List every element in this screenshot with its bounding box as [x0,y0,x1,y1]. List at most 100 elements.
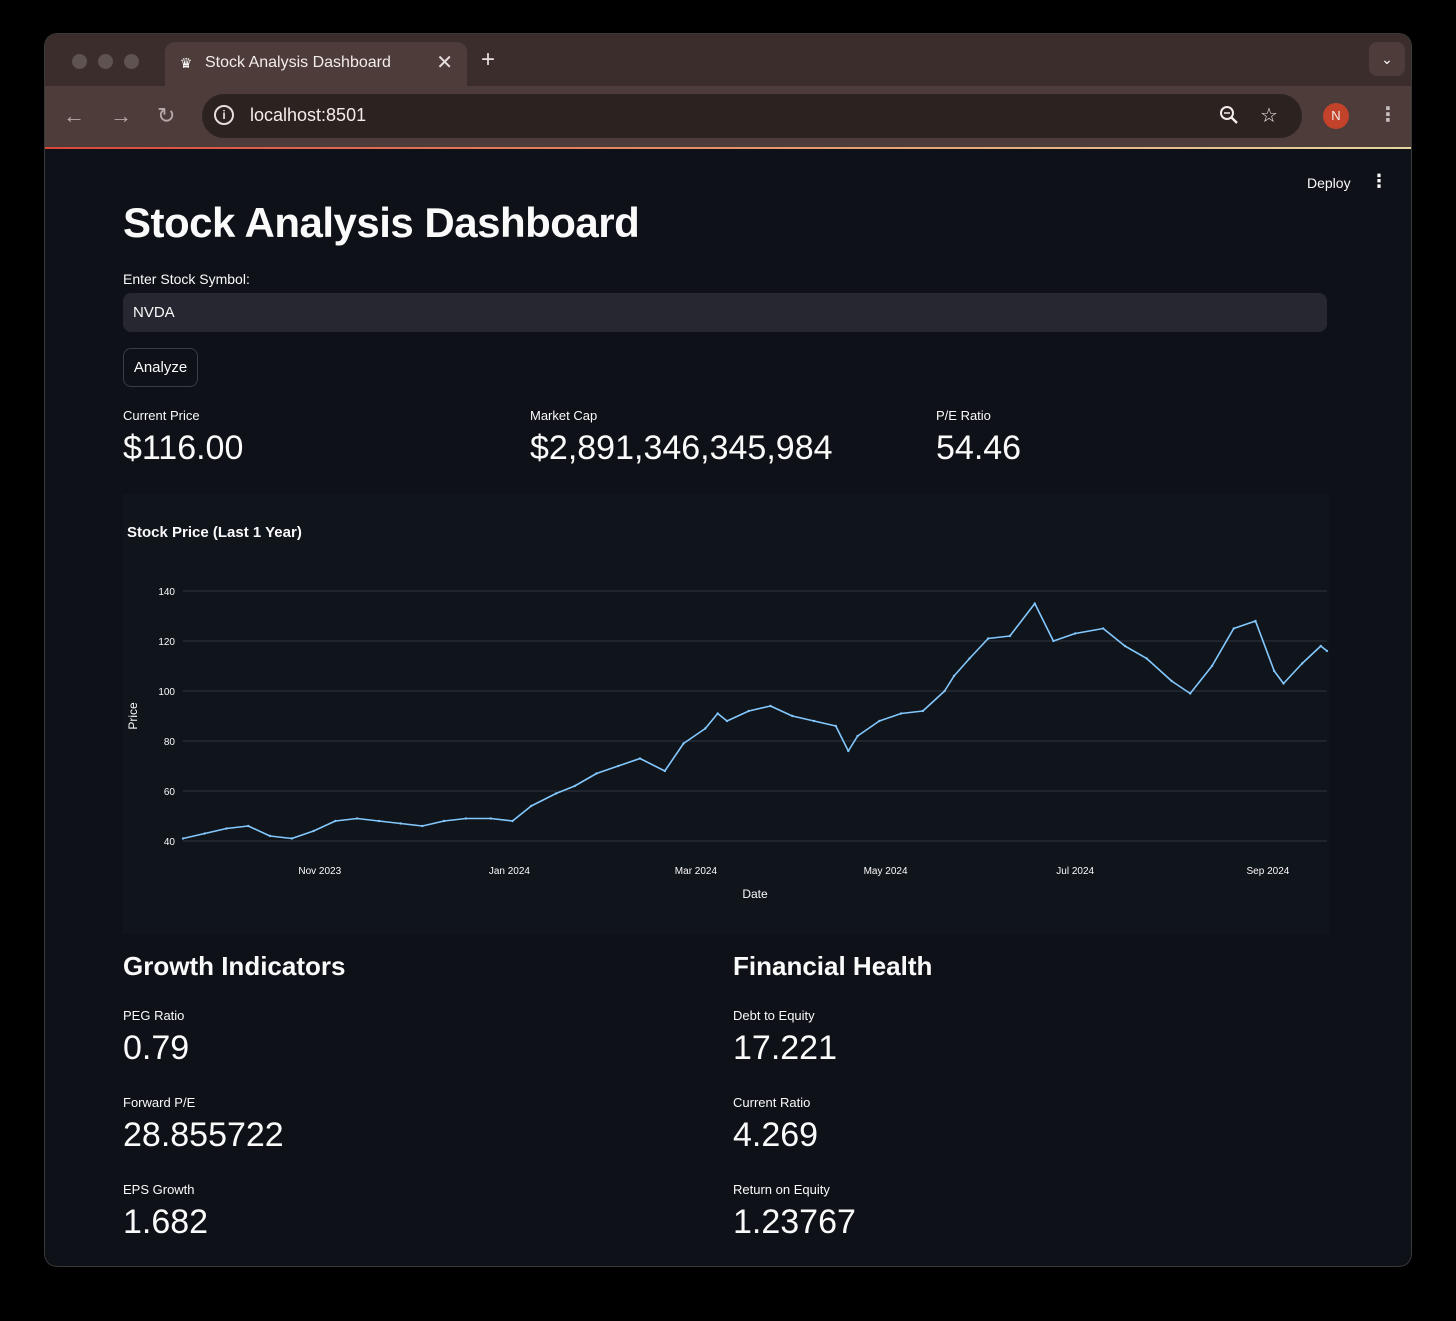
deploy-button[interactable]: Deploy [1307,175,1351,191]
price-point [529,804,533,808]
price-point [1052,639,1055,643]
new-tab-icon[interactable]: + [481,46,496,73]
price-point [899,712,903,715]
tab-close-icon[interactable]: ✕ [436,52,453,74]
current-ratio-label: Current Ratio [733,1095,811,1110]
price-point [1189,692,1192,695]
site-info-icon[interactable]: i [214,105,234,125]
minimize-window-dot[interactable] [98,54,113,69]
price-point [1033,602,1036,605]
price-point [847,749,850,753]
price-point [1300,662,1304,665]
price-point [203,832,206,835]
tab-search-icon[interactable]: ⌄ [1369,42,1405,76]
price-point [554,792,558,795]
market-cap-label: Market Cap [530,408,598,423]
price-point [334,819,337,823]
peg-ratio-label: PEG Ratio [123,1008,185,1023]
forward-pe-label: Forward P/E [123,1095,196,1110]
zoom-icon[interactable] [1218,104,1240,132]
pe-ratio-value: 54.46 [936,429,1022,467]
browser-tab[interactable]: ♛ Stock Analysis Dashboard ✕ [165,42,467,86]
current-price-value: $116.00 [123,429,244,467]
price-point [573,784,576,788]
app-menu-icon[interactable]: ⋮ [1370,171,1388,191]
current-ratio-value: 4.269 [733,1116,819,1154]
price-point [716,712,719,715]
price-point [1008,634,1012,638]
price-point [663,769,667,773]
price-point [952,674,956,678]
price-point [834,724,838,728]
eps-growth-label: EPS Growth [123,1182,195,1197]
browser-window: ♛ Stock Analysis Dashboard ✕ + ⌄ ← → ↻ i… [45,34,1411,1266]
price-point [856,734,859,738]
price-line [182,602,1328,840]
streamlit-app: Deploy ⋮ Stock Analysis Dashboard Enter … [45,149,1411,1266]
current-price-label: Current Price [123,408,200,423]
tab-title: Stock Analysis Dashboard [205,54,391,71]
x-tick-label: Nov 2023 [298,866,341,877]
x-tick-label: Mar 2024 [675,866,718,877]
price-point [943,689,946,693]
reload-icon[interactable]: ↻ [157,103,176,128]
tab-bar: ♛ Stock Analysis Dashboard ✕ + ⌄ [45,34,1411,86]
address-bar[interactable]: i localhost:8501 ☆ [202,94,1302,138]
price-point [1210,664,1214,668]
price-point [268,834,272,838]
x-tick-label: Sep 2024 [1247,866,1290,877]
growth-heading: Growth Indicators [123,951,346,981]
price-point [290,837,294,840]
price-point [1170,679,1173,683]
y-tick-label: 100 [158,687,175,698]
symbol-input-label: Enter Stock Symbol: [123,271,250,287]
price-point [355,817,359,820]
stock-price-chart[interactable]: Stock Price (Last 1 Year) 40 60 80 100 120 14… [123,494,1329,934]
browser-toolbar: ← → ↻ i localhost:8501 ☆ N ⋮ [45,86,1411,147]
price-point [1073,632,1077,635]
toolbar-accent-line [45,147,1411,149]
price-point [1319,644,1322,648]
price-point [725,719,729,723]
analyze-button[interactable]: Analyze [123,348,198,387]
price-point [986,637,990,640]
price-point [921,709,925,713]
back-arrow-icon[interactable]: ← [63,103,85,128]
streamlit-crown-icon: ♛ [179,55,193,71]
y-tick-label: 120 [158,637,175,648]
bookmark-star-icon[interactable]: ☆ [1260,105,1278,127]
price-point [1123,644,1127,648]
symbol-input[interactable] [123,293,1327,332]
pe-ratio-label: P/E Ratio [936,408,991,423]
roe-value: 1.23767 [733,1203,856,1241]
debt-equity-label: Debt to Equity [733,1008,815,1023]
menu-kebab-icon[interactable]: ⋮ [1378,104,1398,126]
price-point [791,714,794,718]
url-text[interactable]: localhost:8501 [250,105,367,125]
price-point [1325,649,1329,653]
x-axis-label: Date [742,887,768,901]
close-window-dot[interactable] [72,54,87,69]
zoom-window-dot[interactable] [124,54,139,69]
page-title: Stock Analysis Dashboard [123,199,640,246]
price-point [1254,619,1257,623]
avatar[interactable]: N [1323,103,1349,129]
y-tick-label: 140 [158,587,175,598]
price-point [747,709,750,713]
x-tick-label: Jul 2024 [1056,866,1094,877]
eps-growth-value: 1.682 [123,1203,209,1241]
market-cap-value: $2,891,346,345,984 [530,429,833,467]
price-point [1101,627,1105,630]
price-point [968,657,971,660]
price-point [247,824,250,828]
forward-pe-value: 28.855722 [123,1116,284,1154]
y-axis-label: Price [126,702,140,730]
debt-equity-value: 17.221 [733,1029,837,1067]
y-tick-label: 40 [164,837,176,848]
x-tick-label: May 2024 [864,866,908,877]
price-point [511,819,514,823]
peg-ratio-value: 0.79 [123,1029,190,1067]
chart-plot[interactable]: 40 60 80 100 120 140 Nov 2023 Jan 2024 Mar 2024 M… [123,494,1329,934]
price-point [225,827,228,830]
forward-arrow-icon[interactable]: → [110,103,132,128]
